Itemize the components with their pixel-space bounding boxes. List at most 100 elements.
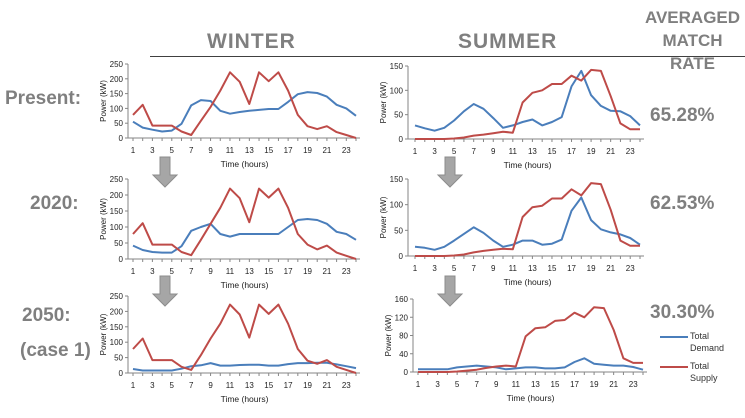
y-tick-label: 100 — [110, 223, 124, 232]
y-tick-label: 50 — [114, 239, 123, 248]
y-tick-label: 0 — [119, 255, 124, 264]
y-tick-label: 200 — [110, 75, 124, 84]
x-tick-label: 11 — [226, 146, 235, 155]
demand-line — [414, 196, 641, 251]
x-tick-label: 1 — [413, 147, 418, 156]
x-tick-label: 5 — [170, 267, 175, 276]
x-tick-label: 23 — [342, 381, 351, 390]
supply-line — [132, 71, 357, 139]
x-axis-label: Time (hours) — [221, 280, 269, 290]
x-tick-label: 15 — [264, 146, 273, 155]
y-tick-label: 100 — [390, 86, 404, 95]
row-label-present: Present: — [5, 88, 82, 109]
x-tick-label: 21 — [322, 267, 331, 276]
y-tick-label: 0 — [119, 134, 124, 143]
x-tick-label: 7 — [189, 146, 194, 155]
x-tick-label: 19 — [590, 380, 599, 389]
y-tick-label: 250 — [110, 292, 124, 301]
legend-supply-swatch — [660, 366, 688, 368]
x-tick-label: 15 — [548, 264, 557, 273]
x-tick-label: 21 — [606, 264, 615, 273]
demand-line — [132, 91, 357, 133]
x-tick-label: 9 — [491, 147, 496, 156]
y-axis-label: Power (kW) — [99, 80, 108, 122]
row-label-2050: 2050: — [22, 305, 71, 326]
y-axis-label: Power (kW) — [379, 196, 388, 238]
x-tick-label: 17 — [570, 380, 579, 389]
match-rate-2020: 62.53% — [650, 193, 715, 214]
x-tick-label: 19 — [587, 147, 596, 156]
x-tick-label: 1 — [131, 381, 136, 390]
supply-line — [132, 303, 357, 374]
x-tick-label: 5 — [452, 147, 457, 156]
y-tick-label: 150 — [110, 323, 124, 332]
x-tick-label: 17 — [284, 146, 293, 155]
match-rate-2050: 30.30% — [650, 302, 715, 323]
x-tick-label: 9 — [491, 264, 496, 273]
x-tick-label: 7 — [189, 381, 194, 390]
y-tick-label: 80 — [399, 332, 408, 341]
x-tick-label: 5 — [170, 381, 175, 390]
x-tick-label: 7 — [471, 147, 476, 156]
y-axis-label: Power (kW) — [379, 81, 388, 123]
y-axis-label: Power (kW) — [384, 314, 393, 356]
legend-demand-label: Total Demand — [690, 331, 725, 353]
x-tick-label: 11 — [226, 267, 235, 276]
y-tick-label: 100 — [110, 338, 124, 347]
x-tick-label: 9 — [208, 381, 213, 390]
x-tick-label: 11 — [509, 147, 518, 156]
x-tick-label: 15 — [264, 381, 273, 390]
down-arrow-icon — [151, 275, 179, 307]
legend-demand-swatch — [660, 336, 688, 338]
y-tick-label: 200 — [110, 307, 124, 316]
x-tick-label: 23 — [626, 147, 635, 156]
y-tick-label: 100 — [110, 104, 124, 113]
x-tick-label: 11 — [226, 381, 235, 390]
x-tick-label: 19 — [303, 381, 312, 390]
x-tick-label: 23 — [342, 146, 351, 155]
x-tick-label: 21 — [606, 147, 615, 156]
x-tick-label: 23 — [626, 264, 635, 273]
y-tick-label: 0 — [399, 135, 404, 144]
x-tick-label: 13 — [531, 380, 540, 389]
y-tick-label: 150 — [390, 175, 404, 184]
supply-line — [415, 182, 640, 257]
y-tick-label: 0 — [404, 368, 409, 377]
winter-header: WINTER — [207, 30, 296, 53]
x-tick-label: 11 — [509, 264, 518, 273]
y-axis-label: Power (kW) — [99, 198, 108, 240]
y-tick-label: 250 — [110, 175, 124, 184]
x-tick-label: 13 — [245, 146, 254, 155]
y-tick-label: 150 — [110, 90, 124, 99]
y-tick-label: 150 — [390, 62, 404, 71]
x-tick-label: 13 — [245, 267, 254, 276]
y-tick-label: 200 — [110, 191, 124, 200]
y-tick-label: 50 — [394, 111, 403, 120]
y-tick-label: 0 — [119, 369, 124, 378]
x-tick-label: 7 — [471, 264, 476, 273]
arrows — [151, 156, 464, 307]
demand-line — [132, 361, 357, 372]
x-tick-label: 17 — [284, 381, 293, 390]
x-tick-label: 21 — [609, 380, 618, 389]
x-tick-label: 17 — [284, 267, 293, 276]
row-label-2020: 2020: — [30, 193, 79, 214]
x-tick-label: 3 — [432, 264, 437, 273]
y-tick-label: 100 — [390, 201, 404, 210]
x-tick-label: 21 — [322, 381, 331, 390]
x-axis-label: Time (hours) — [504, 160, 552, 170]
row-sublabel-case1: (case 1) — [20, 340, 91, 361]
y-axis-label: Power (kW) — [99, 313, 108, 355]
x-tick-label: 13 — [528, 264, 537, 273]
x-tick-label: 1 — [416, 380, 421, 389]
x-tick-label: 1 — [413, 264, 418, 273]
x-tick-label: 1 — [131, 267, 136, 276]
x-axis-label: Time (hours) — [507, 393, 555, 403]
x-tick-label: 15 — [264, 267, 273, 276]
x-tick-label: 3 — [432, 147, 437, 156]
